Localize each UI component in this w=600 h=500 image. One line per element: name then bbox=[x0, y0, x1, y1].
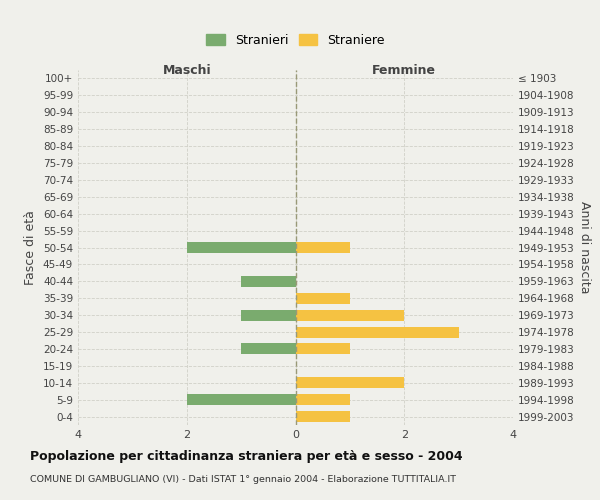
Bar bbox=[296, 344, 350, 354]
Legend: Stranieri, Straniere: Stranieri, Straniere bbox=[203, 30, 389, 50]
Y-axis label: Fasce di età: Fasce di età bbox=[25, 210, 37, 285]
Bar bbox=[296, 411, 350, 422]
Bar bbox=[296, 292, 350, 304]
Bar bbox=[187, 242, 296, 253]
Text: Femmine: Femmine bbox=[372, 64, 436, 76]
Y-axis label: Anni di nascita: Anni di nascita bbox=[578, 201, 591, 294]
Bar bbox=[296, 326, 458, 338]
Text: COMUNE DI GAMBUGLIANO (VI) - Dati ISTAT 1° gennaio 2004 - Elaborazione TUTTITALI: COMUNE DI GAMBUGLIANO (VI) - Dati ISTAT … bbox=[30, 475, 456, 484]
Bar bbox=[296, 310, 404, 320]
Bar bbox=[296, 394, 350, 405]
Text: Popolazione per cittadinanza straniera per età e sesso - 2004: Popolazione per cittadinanza straniera p… bbox=[30, 450, 463, 463]
Bar bbox=[296, 242, 350, 253]
Bar bbox=[296, 377, 404, 388]
Bar bbox=[187, 394, 296, 405]
Bar bbox=[241, 344, 296, 354]
Bar bbox=[241, 310, 296, 320]
Bar bbox=[241, 276, 296, 287]
Text: Maschi: Maschi bbox=[163, 64, 211, 76]
